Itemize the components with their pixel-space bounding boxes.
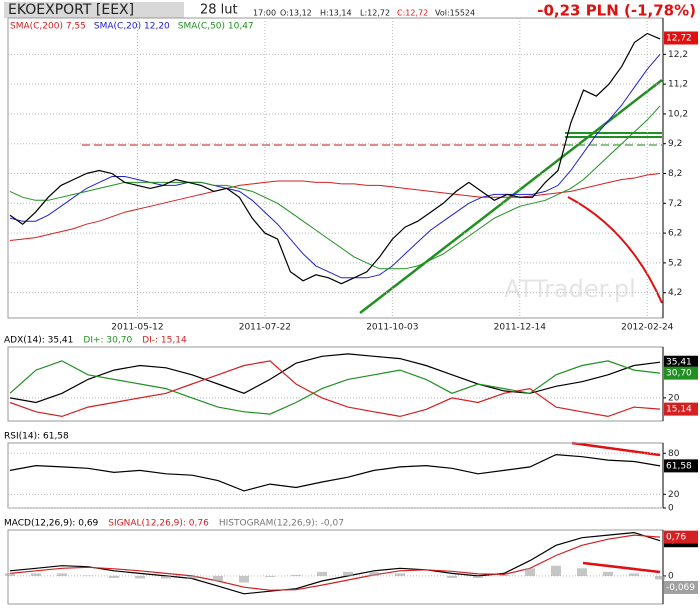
histogram-bar: [5, 573, 15, 576]
histogram-bar: [369, 571, 379, 576]
histogram-bar: [109, 575, 119, 578]
legend-entry: SMA(C,20) 12,20: [94, 22, 170, 32]
value-tag-label: 30,70: [666, 369, 692, 379]
series-line: [9, 53, 661, 279]
histogram-bar: [161, 575, 171, 579]
histogram-bar: [551, 565, 561, 576]
y-tick-label: 20: [668, 393, 680, 403]
y-tick-label: 9,2: [668, 139, 682, 149]
histogram-bar: [603, 571, 613, 576]
y-tick-label: 0: [668, 504, 674, 514]
divergence-line: [582, 561, 661, 574]
histogram-bar: [83, 575, 93, 576]
x-tick-label: 2012-02-24: [621, 323, 674, 333]
value-tag: [664, 530, 698, 544]
date: 28 lut: [200, 3, 238, 18]
histogram-bar: [213, 575, 223, 582]
open: O:13,12: [280, 9, 312, 18]
legend-entry: SIGNAL(12,26,9): 0,76: [108, 519, 209, 529]
legend-entry: RSI(14): 61,58: [4, 432, 69, 442]
y-tick-label: 7,2: [668, 199, 682, 209]
histogram-bar: [317, 571, 327, 576]
series-line: [9, 353, 661, 404]
legend-entry: DI+: 30,70: [83, 336, 132, 346]
time: 17:00: [253, 9, 276, 18]
histogram-bar: [525, 568, 535, 576]
histogram-bar: [499, 574, 509, 576]
histogram-bar: [473, 575, 483, 578]
legend-entry: SMA(C,200) 7,55: [10, 22, 86, 32]
drawings: [82, 79, 663, 574]
histogram-bar: [629, 573, 639, 576]
series-line: [9, 453, 661, 492]
value-tag: [664, 31, 698, 45]
high: H:13,14: [320, 9, 352, 18]
value-tag-label: 61,58: [666, 461, 692, 471]
value-tag: [664, 459, 698, 473]
histogram-bar: [447, 575, 457, 578]
divergence-line: [571, 441, 661, 457]
series-line: [9, 531, 661, 595]
value-tag: [664, 402, 698, 416]
value-tag: [664, 355, 698, 369]
series-line: [9, 32, 661, 285]
x-tick-label: 2011-10-03: [366, 323, 418, 333]
y-tick-label: 4,2: [668, 288, 682, 298]
x-tick-label: 2011-12-14: [494, 323, 547, 333]
legend-entry: DI-: 15,14: [142, 336, 187, 346]
x-tick-label: 2011-05-12: [111, 323, 163, 333]
histogram-bar: [31, 573, 41, 576]
symbol: EKOEXPORT [EEX]: [8, 2, 134, 18]
value-tag-label: 35,41: [666, 358, 692, 368]
y-tick-label: 80: [668, 449, 680, 459]
series-line: [9, 360, 661, 415]
y-tick-label: 8,2: [668, 169, 682, 179]
histogram-bar: [265, 575, 275, 577]
legend-entry: HISTOGRAM(12,26,9): -0,07: [219, 519, 344, 529]
series-line: [9, 173, 661, 241]
y-tick-label: 0: [668, 571, 674, 581]
legend-entry: ADX(14): 35,41: [4, 336, 73, 346]
low: L:12,72: [360, 9, 390, 18]
y-tick-label: 5,2: [668, 258, 682, 268]
histogram-bar: [135, 575, 145, 579]
histogram-bar: [655, 575, 665, 580]
histogram-bar: [187, 575, 197, 579]
value-tag: [664, 580, 698, 594]
y-tick-label: 20: [668, 490, 680, 500]
x-tick-label: 2011-07-22: [239, 323, 291, 333]
panel: [7, 442, 664, 509]
value-tag: [664, 366, 698, 380]
histogram-bar: [57, 573, 67, 576]
histogram-bar: [395, 573, 405, 576]
histogram-bar: [343, 571, 353, 576]
value-tag-label: 0,76: [666, 533, 686, 543]
histogram-bar: [239, 575, 249, 583]
close: C:12,72: [397, 9, 428, 18]
series-line: [9, 534, 661, 591]
y-tick-label: 12,2: [668, 50, 688, 60]
value-tag-label: 15,14: [666, 405, 692, 415]
trend-line: [359, 79, 663, 314]
watermark: ATTrader.pl: [504, 275, 636, 303]
volume: Vol:15524: [435, 9, 475, 18]
legend-entry: MACD(12,26,9): 0,69: [4, 519, 99, 529]
panel: [7, 17, 664, 319]
y-tick-label: 10,2: [668, 109, 688, 119]
value-tag-label: 12,72: [666, 34, 692, 44]
y-tick-label: 6,2: [668, 229, 682, 239]
symbol-box: [4, 2, 184, 18]
series-line: [9, 105, 661, 270]
y-tick-label: 11,2: [668, 80, 688, 90]
panel: [7, 529, 664, 605]
histogram-bar: [291, 574, 301, 576]
legend-entry: SMA(C,50) 10,47: [178, 22, 254, 32]
change: -0,23 PLN (-1,78%): [537, 2, 696, 20]
value-tag-label: -0,069: [666, 583, 695, 593]
histogram-bar: [577, 568, 587, 576]
arc: [567, 196, 663, 304]
series-line: [9, 360, 661, 418]
